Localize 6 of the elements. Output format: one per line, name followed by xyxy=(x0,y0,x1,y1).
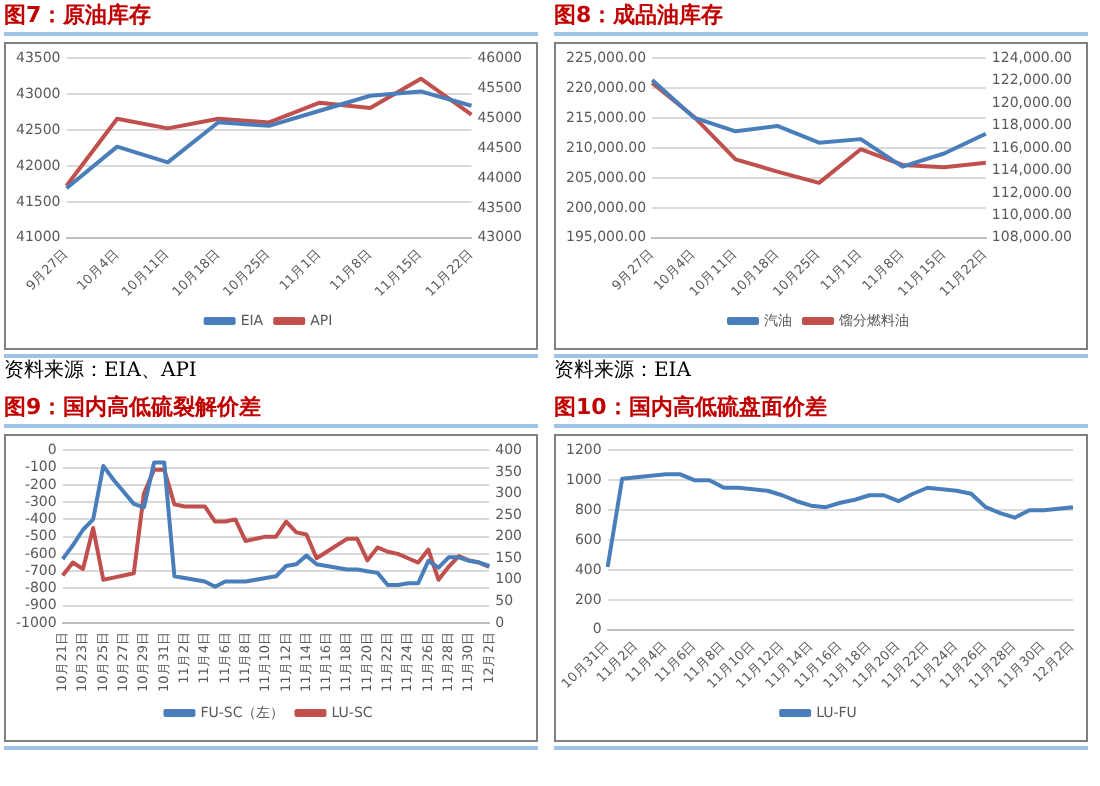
text: 资料来源：EIA xyxy=(554,360,691,382)
chart-title: 图10：国内高低硫盘面价差 xyxy=(554,392,1088,428)
chart-title: 图8：成品油库存 xyxy=(554,0,1088,36)
text: 资料来源：EIA、API xyxy=(4,360,197,382)
chart-title: 图9：国内高低硫裂解价差 xyxy=(4,392,538,428)
chart-title: 图7：原油库存 xyxy=(4,0,538,36)
